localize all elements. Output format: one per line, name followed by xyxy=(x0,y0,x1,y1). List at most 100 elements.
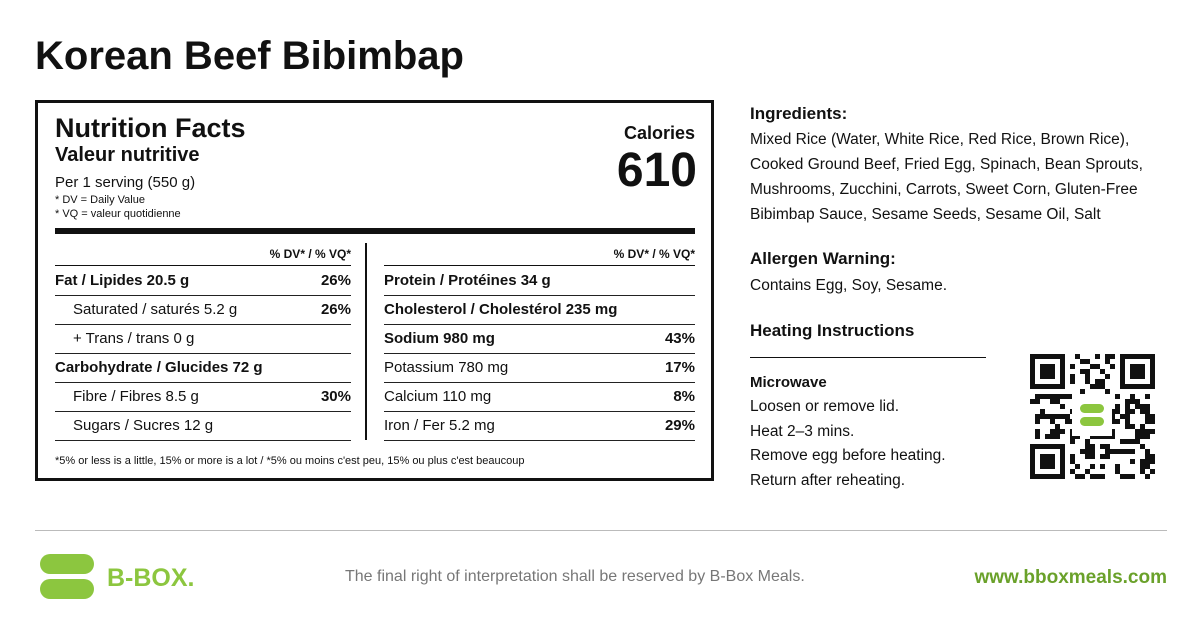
qr-module xyxy=(1090,364,1095,369)
qr-module xyxy=(1120,439,1125,444)
qr-module xyxy=(1145,404,1150,409)
qr-module xyxy=(1105,444,1110,449)
qr-module xyxy=(1130,409,1135,414)
qr-module xyxy=(1140,409,1145,414)
qr-module xyxy=(1115,419,1120,424)
qr-module xyxy=(1095,474,1100,479)
qr-module xyxy=(1085,449,1090,454)
qr-module xyxy=(1055,414,1060,419)
qr-module xyxy=(1065,419,1070,424)
qr-module xyxy=(1145,459,1150,464)
daily-value: 30% xyxy=(320,388,351,405)
qr-module xyxy=(1115,449,1120,454)
calories-label: Calories xyxy=(623,123,695,143)
qr-module xyxy=(1150,459,1155,464)
qr-module xyxy=(1105,389,1110,394)
qr-module xyxy=(1110,419,1115,424)
qr-module xyxy=(1100,379,1105,384)
qr-module xyxy=(1135,429,1140,434)
nutrient-row: Sugars / Sucres 12 g xyxy=(55,411,351,441)
qr-module xyxy=(1140,459,1145,464)
qr-module xyxy=(1085,469,1090,474)
nutrition-heading: Nutrition Facts xyxy=(55,113,246,143)
nutrient-row: Calcium 110 mg 8% xyxy=(384,382,695,412)
qr-module xyxy=(1050,394,1055,399)
qr-module xyxy=(1110,364,1115,369)
qr-module xyxy=(1115,404,1120,409)
qr-module xyxy=(1075,464,1080,469)
heating-step: Return after reheating. xyxy=(750,471,906,489)
qr-module xyxy=(1040,414,1045,419)
qr-module xyxy=(1060,429,1065,434)
dv-header: % DV* / % VQ* xyxy=(269,247,351,261)
qr-module xyxy=(1080,449,1085,454)
qr-module xyxy=(1110,354,1115,359)
qr-module xyxy=(1125,404,1130,409)
qr-module xyxy=(1040,454,1055,469)
rule xyxy=(384,265,695,266)
qr-module xyxy=(1125,449,1130,454)
qr-module xyxy=(1140,444,1145,449)
qr-module xyxy=(1105,359,1110,364)
qr-module xyxy=(1115,464,1120,469)
qr-module xyxy=(1095,354,1100,359)
note: * VQ = valeur quotidienne xyxy=(55,208,181,220)
qr-module xyxy=(1085,359,1090,364)
qr-module xyxy=(1105,434,1110,439)
nutrition-heading-fr: Valeur nutritive xyxy=(55,144,200,166)
qr-module xyxy=(1045,414,1050,419)
qr-module xyxy=(1035,429,1040,434)
nutrient-label: Iron / Fer 5.2 mg xyxy=(384,417,495,434)
qr-module xyxy=(1070,364,1075,369)
qr-module xyxy=(1115,409,1120,414)
qr-module xyxy=(1140,424,1145,429)
ingredients-line: Bibimbap Sauce, Sesame Seeds, Sesame Oil… xyxy=(750,206,1101,223)
nutrient-row: Carbohydrate / Glucides 72 g xyxy=(55,353,351,383)
qr-module xyxy=(1085,444,1090,449)
qr-module xyxy=(1105,449,1110,454)
qr-module xyxy=(1130,474,1135,479)
qr-module xyxy=(1070,459,1075,464)
qr-module xyxy=(1125,439,1130,444)
qr-module xyxy=(1120,449,1125,454)
qr-module xyxy=(1125,419,1130,424)
qr-module xyxy=(1070,454,1075,459)
qr-module xyxy=(1072,394,1112,436)
qr-module xyxy=(1085,454,1090,459)
nutrient-row: Sodium 980 mg 43% xyxy=(384,324,695,354)
qr-module xyxy=(1130,364,1145,379)
website[interactable]: www.bboxmeals.com xyxy=(974,567,1167,588)
qr-module xyxy=(1095,434,1100,439)
dv-header: % DV* / % VQ* xyxy=(613,247,695,261)
qr-module xyxy=(1050,429,1055,434)
qr-module xyxy=(1075,434,1080,439)
heating-step: Remove egg before heating. xyxy=(750,447,946,464)
qr-module xyxy=(1120,414,1125,419)
qr-module xyxy=(1070,434,1075,439)
ingredients-line: Mushrooms, Zucchini, Carrots, Sweet Corn… xyxy=(750,181,1138,198)
qr-module xyxy=(1080,474,1085,479)
daily-value: 26% xyxy=(320,301,351,318)
qr-module xyxy=(1095,364,1100,369)
qr-module xyxy=(1110,409,1115,414)
nutrient-row: Iron / Fer 5.2 mg 29% xyxy=(384,411,695,441)
qr-module xyxy=(1110,414,1115,419)
qr-module xyxy=(1075,354,1080,359)
nutrient-row: Fat / Lipides 20.5 g 26% xyxy=(55,266,351,296)
qr-module xyxy=(1140,469,1145,474)
qr-logo xyxy=(1080,404,1104,413)
qr-module xyxy=(1085,369,1090,374)
qr-module xyxy=(1090,464,1095,469)
qr-module xyxy=(1060,394,1065,399)
qr-module xyxy=(1070,374,1075,379)
qr-module xyxy=(1100,454,1105,459)
qr-module xyxy=(1145,429,1150,434)
qr-module xyxy=(1085,374,1090,379)
nutrient-row: Potassium 780 mg 17% xyxy=(384,353,695,383)
qr-module xyxy=(1060,404,1065,409)
qr-module xyxy=(1065,394,1070,399)
nutrition-panel xyxy=(35,100,714,481)
nutrient-row: Saturated / saturés 5.2 g 26% xyxy=(55,295,351,325)
qr-module xyxy=(1115,394,1120,399)
qr-module xyxy=(1090,384,1095,389)
